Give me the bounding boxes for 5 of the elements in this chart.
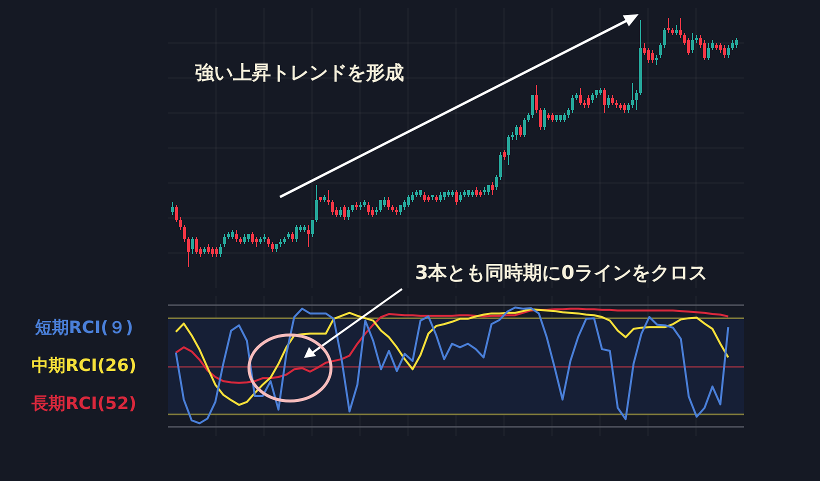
text: 短期RCI(９)	[34, 317, 134, 339]
annotation: 3本とも同時期に0ラインをクロス	[415, 261, 708, 286]
text: 中期RCI(26)	[31, 355, 137, 377]
text: 長期RCI(52)	[31, 393, 137, 415]
annotation: 強い上昇トレンドを形成	[195, 61, 404, 86]
